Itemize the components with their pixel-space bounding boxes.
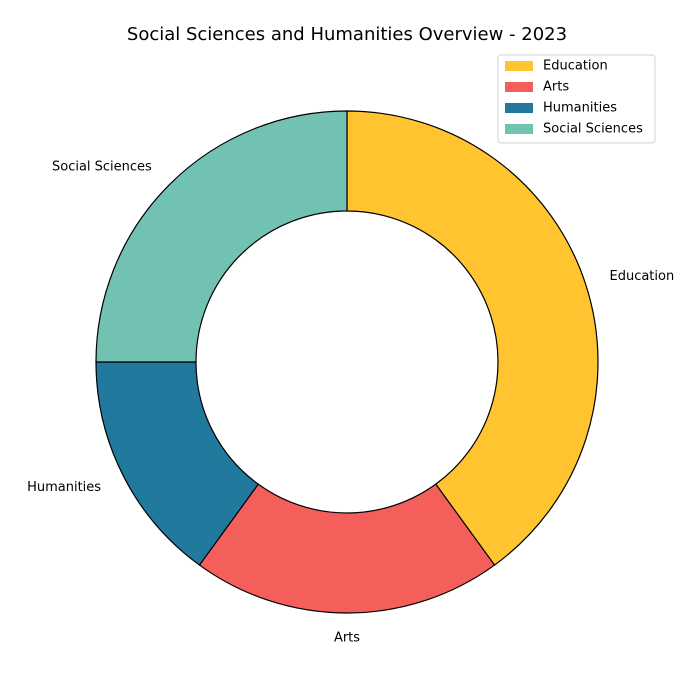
legend-label-education: Education — [543, 59, 608, 74]
slice-label-education: Education — [609, 269, 674, 284]
slice-label-humanities: Humanities — [27, 480, 101, 495]
slice-social-sciences — [95, 110, 348, 363]
slice-label-social-sciences: Social Sciences — [52, 159, 152, 174]
legend: Education Arts Humanities Social Sciences — [497, 54, 656, 144]
slice-label-arts: Arts — [334, 631, 360, 646]
chart-title: Social Sciences and Humanities Overview … — [127, 24, 567, 45]
legend-label-humanities: Humanities — [543, 101, 617, 116]
slice-education — [346, 110, 599, 566]
legend-swatch-humanities — [505, 103, 533, 113]
legend-label-social-sciences: Social Sciences — [543, 122, 643, 137]
legend-swatch-arts — [505, 82, 533, 92]
legend-swatch-social-sciences — [505, 124, 533, 134]
legend-frame — [497, 54, 656, 144]
slice-arts — [198, 483, 496, 614]
slice-labels-group: Education Arts Humanities Social Sciences — [27, 159, 674, 645]
legend-swatch-education — [505, 61, 533, 71]
slices-group — [95, 110, 599, 614]
legend-label-arts: Arts — [543, 80, 569, 95]
